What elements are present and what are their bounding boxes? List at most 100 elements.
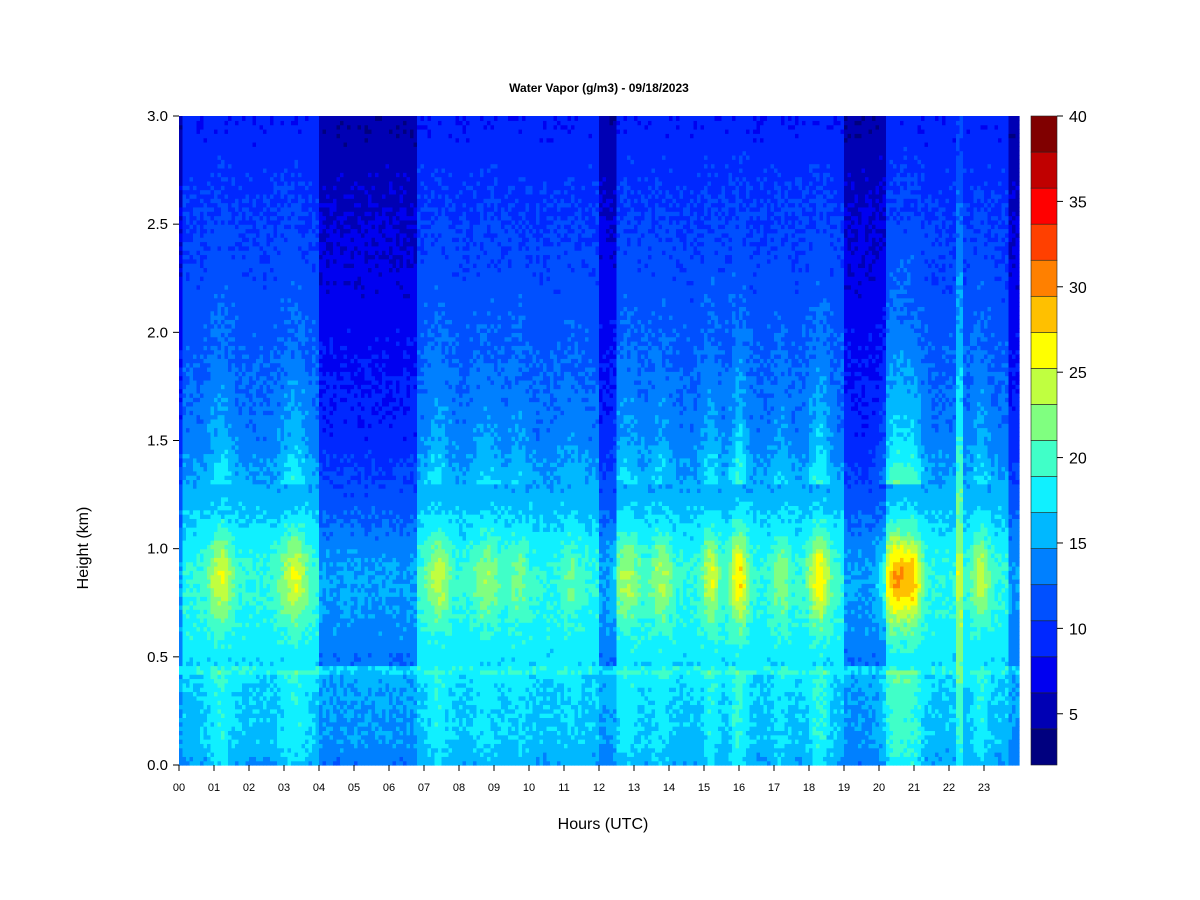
heatmap-cell <box>218 579 222 584</box>
heatmap-cell <box>270 120 274 125</box>
heatmap-cell <box>225 713 229 718</box>
heatmap-cell <box>207 298 211 303</box>
heatmap-cell <box>221 120 225 125</box>
heatmap-cell <box>267 384 271 389</box>
heatmap-cell <box>225 505 229 510</box>
heatmap-cell <box>239 241 243 246</box>
heatmap-cell <box>186 129 190 134</box>
heatmap-cell <box>239 354 243 359</box>
heatmap-cell <box>235 358 239 363</box>
heatmap-cell <box>207 319 211 324</box>
heatmap-cell <box>281 345 285 350</box>
heatmap-cell <box>207 492 211 497</box>
heatmap-cell <box>249 536 253 541</box>
heatmap-cell <box>179 306 183 311</box>
heatmap-cell <box>281 164 285 169</box>
heatmap-cell <box>263 185 267 190</box>
heatmap-cell <box>246 324 250 329</box>
heatmap-cell <box>260 497 264 502</box>
heatmap-cell <box>228 735 232 740</box>
heatmap-cell <box>179 345 183 350</box>
heatmap-cell <box>284 211 288 216</box>
heatmap-cell <box>186 415 190 420</box>
heatmap-cell <box>288 691 292 696</box>
heatmap-cell <box>249 622 253 627</box>
heatmap-cell <box>218 393 222 398</box>
heatmap-cell <box>204 151 208 156</box>
heatmap-cell <box>207 588 211 593</box>
heatmap-cell <box>186 583 190 588</box>
heatmap-cell <box>179 241 183 246</box>
heatmap-cell <box>193 562 197 567</box>
heatmap-cell <box>253 289 257 294</box>
heatmap-cell <box>190 341 194 346</box>
heatmap-cell <box>242 363 246 368</box>
heatmap-cell <box>190 527 194 532</box>
heatmap-cell <box>291 449 295 454</box>
heatmap-cell <box>295 678 299 683</box>
heatmap-cell <box>193 683 197 688</box>
heatmap-cell <box>274 618 278 623</box>
heatmap-cell <box>260 544 264 549</box>
heatmap-cell <box>263 514 267 519</box>
heatmap-cell <box>218 276 222 281</box>
heatmap-cell <box>235 492 239 497</box>
heatmap-cell <box>263 159 267 164</box>
heatmap-cell <box>221 177 225 182</box>
heatmap-cell <box>225 488 229 493</box>
heatmap-cell <box>221 415 225 420</box>
heatmap-cell <box>214 735 218 740</box>
heatmap-cell <box>183 389 187 394</box>
heatmap-cell <box>288 181 292 186</box>
heatmap-cell <box>291 605 295 610</box>
heatmap-cell <box>211 657 215 662</box>
heatmap-cell <box>218 120 222 125</box>
heatmap-cell <box>214 419 218 424</box>
heatmap-cell <box>214 566 218 571</box>
heatmap-cell <box>183 730 187 735</box>
heatmap-cell <box>270 592 274 597</box>
heatmap-cell <box>249 674 253 679</box>
heatmap-cell <box>225 726 229 731</box>
heatmap-cell <box>239 536 243 541</box>
heatmap-cell <box>179 350 183 355</box>
heatmap-cell <box>214 501 218 506</box>
heatmap-cell <box>256 354 260 359</box>
heatmap-cell <box>186 371 190 376</box>
heatmap-cell <box>267 648 271 653</box>
heatmap-cell <box>281 198 285 203</box>
heatmap-cell <box>260 575 264 580</box>
heatmap-cell <box>260 618 264 623</box>
heatmap-cell <box>221 250 225 255</box>
heatmap-cell <box>179 302 183 307</box>
heatmap-cell <box>263 730 267 735</box>
heatmap-cell <box>225 709 229 714</box>
heatmap-cell <box>221 311 225 316</box>
heatmap-cell <box>204 172 208 177</box>
heatmap-cell <box>260 371 264 376</box>
heatmap-cell <box>270 164 274 169</box>
heatmap-cell <box>284 224 288 229</box>
heatmap-cell <box>242 575 246 580</box>
heatmap-cell <box>183 739 187 744</box>
heatmap-cell <box>179 700 183 705</box>
heatmap-cell <box>267 553 271 558</box>
heatmap-cell <box>200 704 204 709</box>
heatmap-cell <box>281 341 285 346</box>
heatmap-cell <box>281 730 285 735</box>
heatmap-cell <box>190 631 194 636</box>
heatmap-cell <box>291 207 295 212</box>
heatmap-cell <box>295 648 299 653</box>
heatmap-cell <box>288 523 292 528</box>
heatmap-cell <box>288 518 292 523</box>
heatmap-cell <box>200 562 204 567</box>
heatmap-cell <box>200 302 204 307</box>
heatmap-cell <box>284 726 288 731</box>
heatmap-cell <box>270 172 274 177</box>
heatmap-cell <box>228 557 232 562</box>
heatmap-cell <box>249 588 253 593</box>
heatmap-cell <box>270 588 274 593</box>
heatmap-cell <box>281 406 285 411</box>
heatmap-cell <box>253 233 257 238</box>
heatmap-cell <box>197 748 201 753</box>
